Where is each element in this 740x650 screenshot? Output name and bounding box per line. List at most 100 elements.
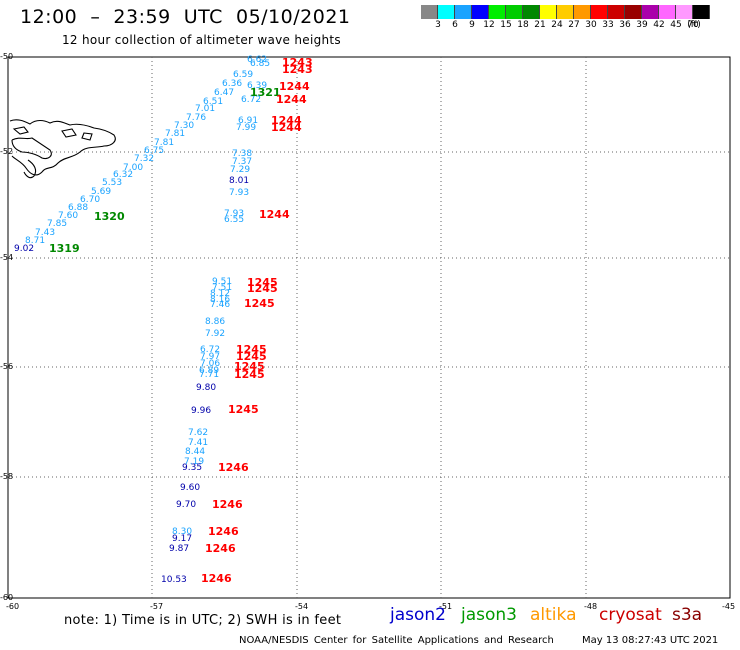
wave-height-label: 9.35 <box>182 463 202 473</box>
scale-swatch <box>591 5 608 19</box>
wave-height-label: 7.30 <box>174 121 194 131</box>
wave-height-label: 8.44 <box>185 447 205 457</box>
wave-height-label: 6.89 <box>199 366 219 376</box>
scale-label: 18 <box>517 20 529 30</box>
wave-height-label: 7.43 <box>35 228 55 238</box>
wave-height-label: 6.85 <box>250 59 270 69</box>
wave-height-label: 7.97 <box>200 352 220 362</box>
wave-height-label: 7.37 <box>232 157 252 167</box>
legend-cryosat: cryosat <box>599 605 662 625</box>
wave-height-label: 7.81 <box>165 129 185 139</box>
pass-time-label: 1245 <box>244 297 275 310</box>
pass-time-label: 1244 <box>271 121 302 134</box>
wave-height-label: 7.29 <box>230 165 250 175</box>
wave-height-label: 7.32 <box>134 154 154 164</box>
scale-label: 12 <box>483 20 495 30</box>
color-scale-labels: 3 6 9 12 15 18 21 24 27 30 33 36 39 42 45 70 (ft) <box>421 19 710 33</box>
wave-height-label: 9.60 <box>180 483 200 493</box>
pass-time-label: 1243 <box>282 56 313 69</box>
wave-height-label: 7.85 <box>47 219 67 229</box>
scale-label: 39 <box>636 20 648 30</box>
wave-height-label: 5.53 <box>102 178 122 188</box>
pass-time-label: 1246 <box>212 498 243 511</box>
scale-label: 30 <box>585 20 597 30</box>
map-grid <box>8 57 730 598</box>
scale-label: 27 <box>568 20 580 30</box>
wave-height-label: 6.70 <box>80 195 100 205</box>
wave-height-label: 7.92 <box>205 329 225 339</box>
scale-swatch <box>506 5 523 19</box>
scale-label: 42 <box>653 20 665 30</box>
scale-label: 33 <box>602 20 614 30</box>
scale-swatch <box>455 5 472 19</box>
wave-height-label: 9.87 <box>169 544 189 554</box>
wave-height-label: 8.12 <box>210 289 230 299</box>
wave-height-label: 6.91 <box>238 116 258 126</box>
legend-altika: altika <box>530 605 577 625</box>
page-title: 12:00 – 23:59 UTC 05/10/2021 <box>20 6 351 28</box>
scale-swatch <box>540 5 557 19</box>
wave-height-label: 8.16 <box>210 295 230 305</box>
wave-height-label: 9.51 <box>212 277 232 287</box>
legend-s3a: s3a <box>672 605 703 625</box>
scale-swatch <box>642 5 659 19</box>
footer-credit: NOAA/NESDIS Center for Satellite Applica… <box>239 635 554 646</box>
page-subtitle: 12 hour collection of altimeter wave hei… <box>62 33 341 47</box>
wave-height-label: 7.01 <box>195 104 215 114</box>
wave-height-label: 6.47 <box>214 88 234 98</box>
scale-label: 24 <box>551 20 563 30</box>
longitude-label: -54 <box>295 602 309 611</box>
scale-swatch <box>472 5 489 19</box>
pass-time-label: 1320 <box>94 210 125 223</box>
wave-height-label: 8.86 <box>205 317 225 327</box>
scale-swatch <box>557 5 574 19</box>
wave-height-label: 6.32 <box>113 170 133 180</box>
scale-swatch <box>438 5 455 19</box>
wave-height-label: 6.59 <box>233 70 253 80</box>
scale-unit: (ft) <box>687 20 701 30</box>
longitude-label: -51 <box>439 602 453 611</box>
wave-height-label: 8.71 <box>25 236 45 246</box>
wave-height-label: 7.93 <box>224 209 244 219</box>
wave-height-label: 7.81 <box>154 138 174 148</box>
pass-time-label: 1243 <box>282 63 313 76</box>
wave-height-label: 5.69 <box>91 187 111 197</box>
pass-time-label: 1245 <box>247 276 278 289</box>
footnote: note: 1) Time is in UTC; 2) SWH is in fe… <box>64 613 342 628</box>
scale-label: 70 <box>687 20 699 30</box>
pass-time-label: 1246 <box>201 572 232 585</box>
pass-time-label: 1244 <box>279 80 310 93</box>
pass-time-label: 1245 <box>247 282 278 295</box>
wave-height-label: 6.72 <box>241 95 261 105</box>
wave-height-label: 7.51 <box>212 283 232 293</box>
wave-height-label: 9.70 <box>176 500 196 510</box>
pass-time-label: 1245 <box>234 368 265 381</box>
scale-swatch <box>489 5 506 19</box>
scale-label: 15 <box>500 20 512 30</box>
wave-height-label: 7.46 <box>210 300 230 310</box>
wave-height-label: 7.76 <box>186 113 206 123</box>
latitude-label: -60 <box>0 593 14 602</box>
footer-timestamp: May 13 08:27:43 UTC 2021 <box>582 635 719 646</box>
wave-height-label: 6.55 <box>224 215 244 225</box>
pass-time-label: 1245 <box>236 343 267 356</box>
color-scale-swatches <box>421 5 710 19</box>
pass-time-label: 1244 <box>259 208 290 221</box>
pass-time-label: 1244 <box>271 114 302 127</box>
scale-label: 9 <box>469 20 475 30</box>
pass-time-label: 1245 <box>236 350 267 363</box>
wave-height-label: 10.53 <box>161 575 187 585</box>
wave-height-label: 9.02 <box>14 244 34 254</box>
wave-height-label: 9.96 <box>191 406 211 416</box>
wave-height-label: 9.17 <box>172 534 192 544</box>
wave-height-label: 6.88 <box>68 203 88 213</box>
pass-time-label: 1245 <box>234 360 265 373</box>
falkland-islands-coastline <box>9 119 116 179</box>
pass-time-label: 1244 <box>276 93 307 106</box>
wave-height-label: 7.60 <box>58 211 78 221</box>
scale-swatch <box>574 5 591 19</box>
wave-height-label: 7.62 <box>188 428 208 438</box>
wave-height-label: 8.01 <box>229 176 249 186</box>
scale-swatch <box>659 5 676 19</box>
